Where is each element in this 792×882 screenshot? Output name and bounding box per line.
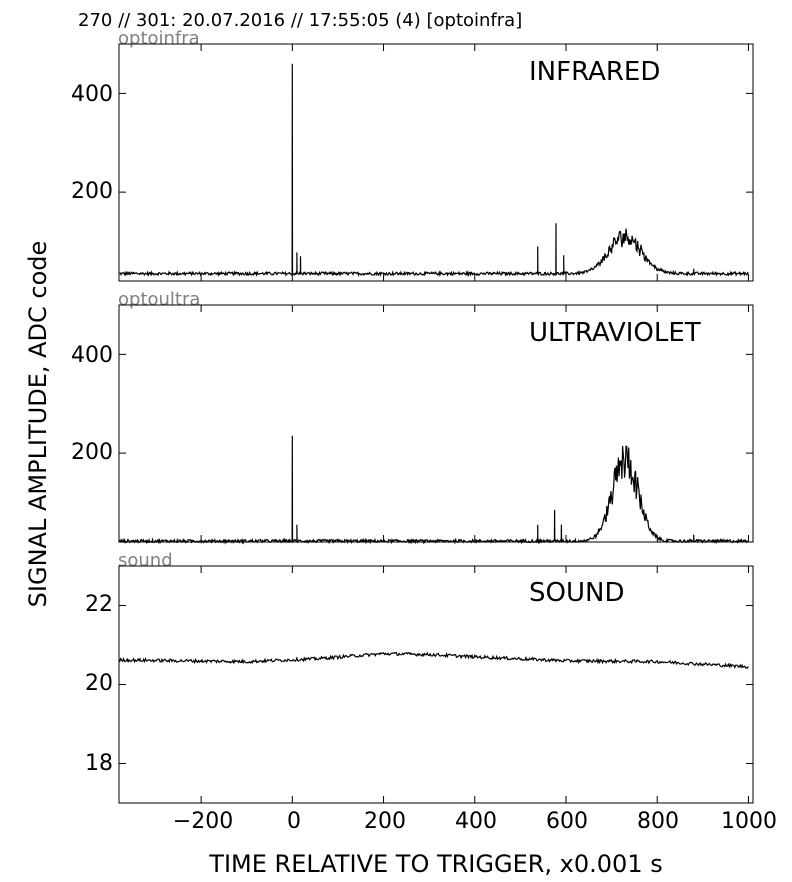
x-tick-label-600: 600 (546, 809, 588, 834)
axis-ticks-infrared (119, 44, 753, 281)
x-tick-label--200: −200 (173, 809, 233, 834)
x-tick-label-1000: 1000 (721, 809, 777, 834)
axis-ticks-sound (119, 566, 753, 803)
infrared-panel: optoinfra INFRARED 400 200 (71, 28, 754, 282)
figure-title: 270 // 301: 20.07.2016 // 17:55:05 (4) [… (78, 10, 522, 31)
sound-panel: sound SOUND 22 20 18 (85, 550, 754, 804)
series-line-sound (118, 651, 749, 669)
x-tick-label-400: 400 (455, 809, 497, 834)
panel-subtitle-ultraviolet: optoultra (118, 289, 200, 310)
x-tick-label-0: 0 (287, 809, 301, 834)
y-tick-label-200: 200 (71, 179, 113, 204)
y-tick-label-22: 22 (85, 592, 113, 617)
panel-subtitle-sound: sound (118, 550, 173, 571)
y-tick-label-20: 20 (85, 671, 113, 696)
series-line-infrared (118, 63, 749, 278)
series-label-sound: SOUND (529, 578, 624, 608)
y-tick-label-18: 18 (85, 751, 113, 776)
y-tick-label-400: 400 (71, 82, 113, 107)
ultraviolet-panel: optoultra ULTRAVIOLET 400 200 (71, 289, 754, 545)
plot-frame-sound (118, 565, 754, 804)
panel-subtitle-infrared: optoinfra (118, 28, 200, 49)
x-tick-label-200: 200 (364, 809, 406, 834)
series-line-ultraviolet (118, 435, 749, 545)
y-tick-label-400: 400 (71, 343, 113, 368)
y-tick-label-200: 200 (71, 440, 113, 465)
series-label-ultraviolet: ULTRAVIOLET (529, 318, 701, 348)
y-axis-label: SIGNAL AMPLITUDE, ADC code (24, 241, 52, 608)
x-tick-label-800: 800 (637, 809, 679, 834)
plot-frame-infrared (118, 43, 754, 282)
x-axis-label: TIME RELATIVE TO TRIGGER, x0.001 s (208, 850, 662, 878)
series-label-infrared: INFRARED (529, 57, 660, 87)
